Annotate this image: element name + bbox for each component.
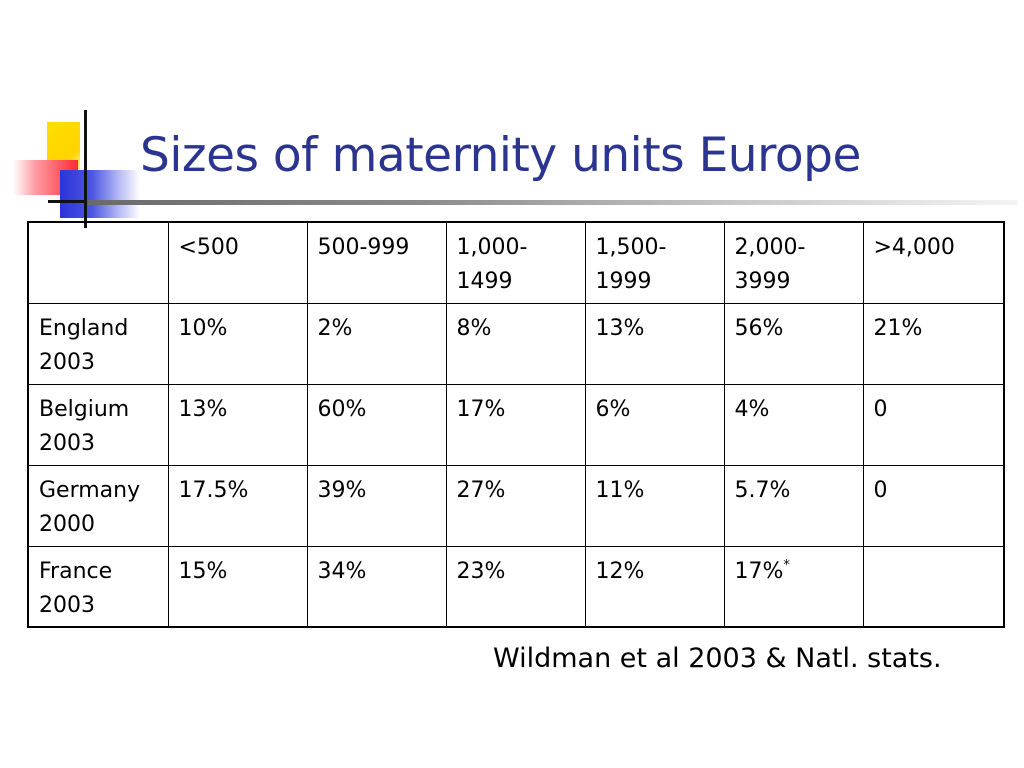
cell-value: 5.7%: [734, 477, 791, 503]
column-header: 1,500- 1999: [584, 221, 725, 304]
cell-value: 17.5%: [178, 477, 249, 503]
table-cell: 15%: [167, 545, 308, 628]
column-header: <500: [167, 221, 308, 304]
table-cell: 11%: [584, 464, 725, 547]
table-cell: 17%: [445, 383, 586, 466]
slide-logo-graphic: [0, 0, 150, 240]
column-header: 500-999: [306, 221, 447, 304]
table-cell: 39%: [306, 464, 447, 547]
column-header: >4,000: [862, 221, 1005, 304]
cell-value: 17%: [734, 558, 784, 584]
table-row: Belgium 2003 13% 60% 17% 6% 4% 0: [27, 383, 1005, 466]
title-underline: [88, 200, 1018, 205]
table-cell: 34%: [306, 545, 447, 628]
table-cell: 2%: [306, 302, 447, 385]
table-row: Germany 2000 17.5% 39% 27% 11% 5.7% 0: [27, 464, 1005, 547]
table-cell: 4%: [723, 383, 864, 466]
table-cell: 17.5%: [167, 464, 308, 547]
row-label-cell: Belgium 2003: [27, 383, 169, 466]
table-cell: 6%: [584, 383, 725, 466]
cell-value: 4%: [734, 396, 770, 422]
row-label-cell: England 2003: [27, 302, 169, 385]
table-cell: 21%: [862, 302, 1005, 385]
table-cell: 0: [862, 464, 1005, 547]
cell-value: 6%: [595, 396, 631, 422]
cell-value: 2%: [317, 315, 353, 341]
logo-blue-square: [60, 170, 140, 218]
cell-value: 0: [873, 477, 888, 503]
column-header-text: 1,500- 1999: [595, 235, 667, 294]
maternity-units-table: <500 500-999 1,000- 1499 1,500- 1999 2,0…: [27, 221, 1005, 628]
cell-value: 13%: [178, 396, 228, 422]
slide-title: Sizes of maternity units Europe: [140, 128, 861, 183]
column-header-text: >4,000: [873, 235, 955, 260]
cell-value: 23%: [456, 558, 506, 584]
table-cell: 5.7%: [723, 464, 864, 547]
cell-value: 34%: [317, 558, 367, 584]
table-corner-cell: [27, 221, 169, 304]
table-cell: 23%: [445, 545, 586, 628]
cell-value: 21%: [873, 315, 923, 341]
cell-value: 27%: [456, 477, 506, 503]
table-cell: 60%: [306, 383, 447, 466]
column-header-text: 2,000- 3999: [734, 235, 806, 294]
cell-value: 15%: [178, 558, 228, 584]
row-label: Germany 2000: [39, 477, 141, 537]
cell-value: 0: [873, 396, 888, 422]
table-cell: 12%: [584, 545, 725, 628]
table-row: England 2003 10% 2% 8% 13% 56% 21%: [27, 302, 1005, 385]
logo-vertical-line: [84, 110, 87, 228]
table-cell: 13%: [584, 302, 725, 385]
table-row: France 2003 15% 34% 23% 12% 17%*: [27, 545, 1005, 628]
table-cell: 13%: [167, 383, 308, 466]
cell-value: 39%: [317, 477, 367, 503]
row-label-cell: France 2003: [27, 545, 169, 628]
row-label-cell: Germany 2000: [27, 464, 169, 547]
table-cell: 17%*: [723, 545, 864, 628]
table-cell: 56%: [723, 302, 864, 385]
column-header-text: 1,000- 1499: [456, 235, 528, 294]
table-cell: [862, 545, 1005, 628]
column-header: 1,000- 1499: [445, 221, 586, 304]
table-cell: 27%: [445, 464, 586, 547]
logo-horizontal-line: [48, 200, 86, 203]
cell-value: 8%: [456, 315, 492, 341]
cell-value: 12%: [595, 558, 645, 584]
source-citation: Wildman et al 2003 & Natl. stats.: [493, 643, 942, 674]
row-label: Belgium 2003: [39, 396, 130, 456]
column-header-text: 500-999: [317, 235, 410, 260]
table-cell: 0: [862, 383, 1005, 466]
cell-value: 13%: [595, 315, 645, 341]
row-label: England 2003: [39, 315, 129, 375]
cell-value: 17%: [456, 396, 506, 422]
footnote-marker: *: [783, 557, 790, 573]
cell-value: 60%: [317, 396, 367, 422]
cell-value: 10%: [178, 315, 228, 341]
column-header-text: <500: [178, 235, 239, 260]
column-header: 2,000- 3999: [723, 221, 864, 304]
table-cell: 8%: [445, 302, 586, 385]
cell-value: 11%: [595, 477, 645, 503]
table-header-row: <500 500-999 1,000- 1499 1,500- 1999 2,0…: [27, 221, 1005, 304]
table-cell: 10%: [167, 302, 308, 385]
cell-value: 56%: [734, 315, 784, 341]
row-label: France 2003: [39, 558, 113, 618]
